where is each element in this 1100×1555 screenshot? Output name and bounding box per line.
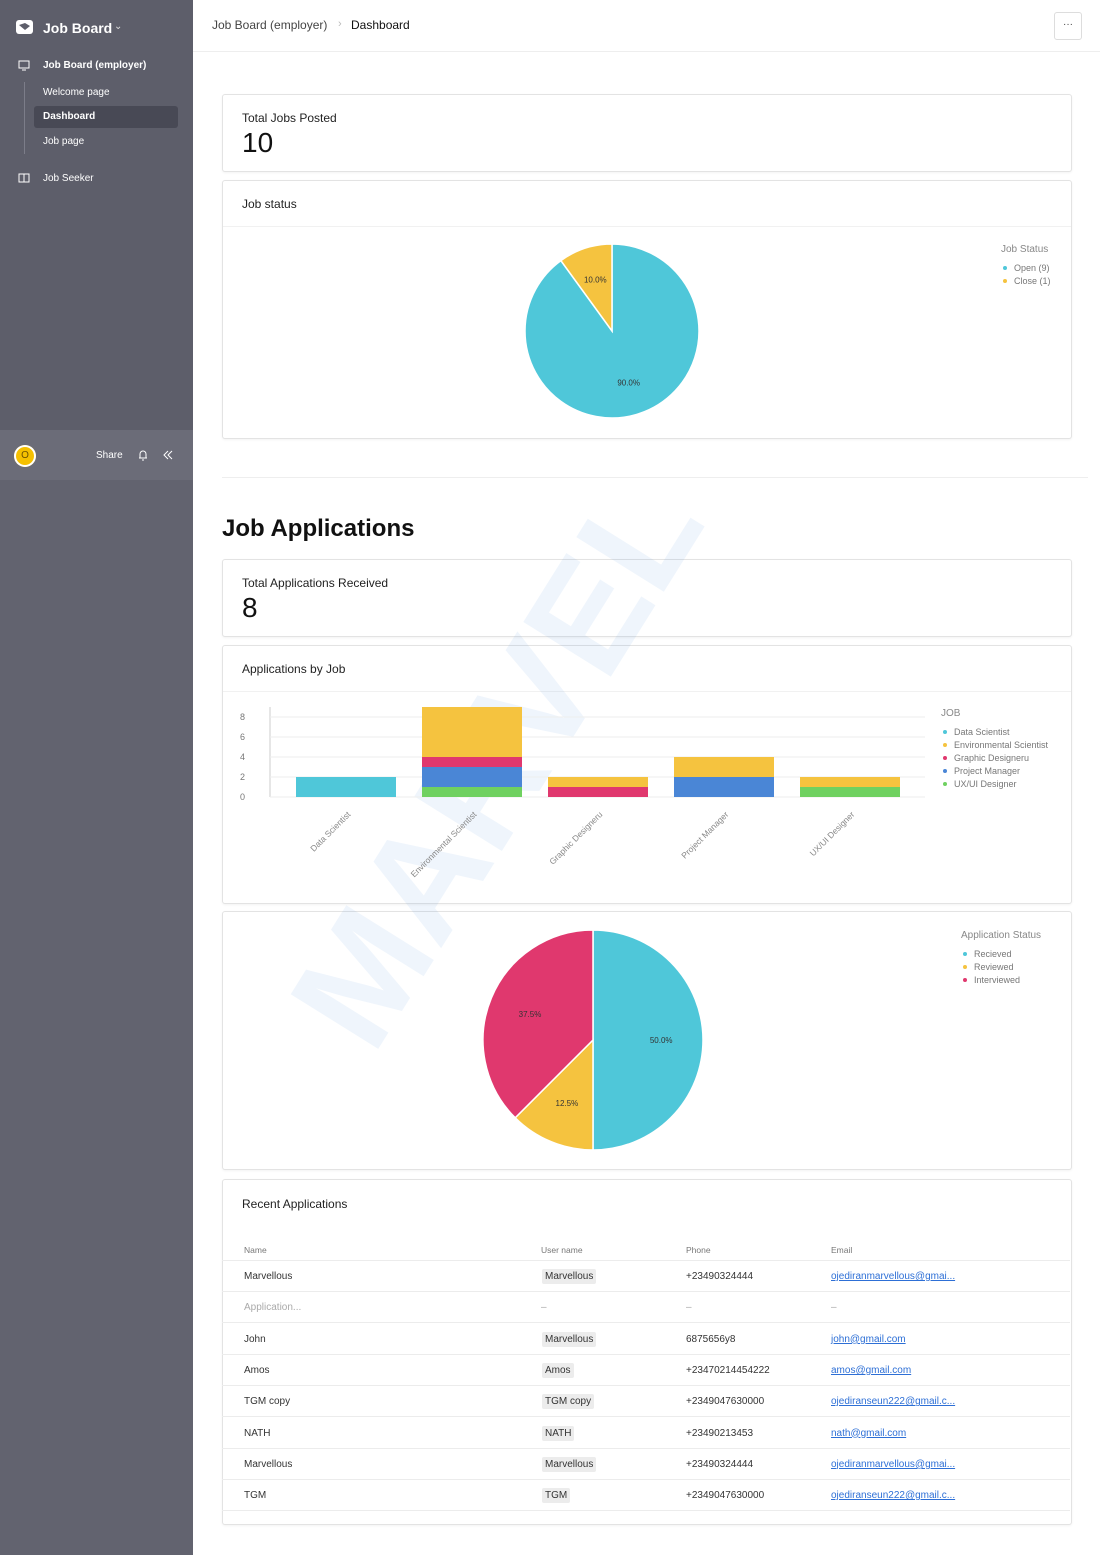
table-cell: +23470214454222 [686, 1364, 770, 1376]
nav-item[interactable]: Welcome page [43, 87, 110, 98]
stat-label: Total Applications Received [242, 576, 389, 590]
nav-item[interactable]: Job Seeker [43, 173, 94, 184]
table-cell: Amos [244, 1364, 270, 1376]
breadcrumb-separator: › [338, 18, 342, 30]
row-divider [222, 1322, 1070, 1324]
email-link[interactable]: nath@gmail.com [831, 1427, 907, 1439]
stat-card: Total Jobs Posted 10 [222, 94, 1072, 172]
row-divider [222, 1416, 1070, 1418]
column-header: Phone [686, 1245, 711, 1255]
section-title: Job Applications [222, 515, 415, 542]
column-header: User name [541, 1245, 583, 1255]
row-divider [222, 1478, 1070, 1480]
workspace-name[interactable]: Job Board [43, 20, 113, 36]
chart-card [222, 911, 1072, 1170]
nav-item[interactable]: Job Board (employer) [43, 60, 147, 71]
tree-line [24, 82, 25, 154]
row-divider [222, 1510, 1070, 1512]
column-header: Name [244, 1245, 267, 1255]
bell-icon[interactable] [137, 449, 149, 462]
email-link[interactable]: amos@gmail.com [831, 1364, 912, 1376]
table-card: Recent Applications [222, 1179, 1072, 1525]
chart-card: Applications by Job [222, 645, 1072, 904]
email-link: – [831, 1302, 837, 1314]
row-divider [222, 1384, 1070, 1386]
table-cell: +2349047630000 [686, 1490, 765, 1502]
table: Name User name Phone Email Marvellous Marvell… [222, 1179, 1070, 1523]
workspace-icon [16, 20, 33, 34]
stat-value: 8 [242, 592, 258, 623]
table-cell: Application... [244, 1302, 302, 1314]
email-link[interactable]: ojediranseun222@gmail.c... [831, 1396, 956, 1408]
row-divider [222, 1447, 1070, 1449]
stat-value: 10 [242, 127, 274, 158]
sidebar: Job Board ⌄ Job Board (employer) Welcome… [0, 0, 193, 1555]
table-cell: Marvellous [542, 1331, 597, 1347]
table-cell: +2349047630000 [686, 1396, 765, 1408]
table-cell: 6875656y8 [686, 1333, 736, 1345]
chart-title: Job status [242, 197, 297, 211]
stat-label: Total Jobs Posted [242, 111, 337, 125]
nav-item[interactable]: Job page [43, 136, 85, 147]
page-icon [18, 60, 30, 71]
nav-item[interactable]: Dashboard [43, 111, 96, 122]
email-link[interactable]: ojediranmarvellous@gmai... [831, 1458, 956, 1470]
table-cell: +23490324444 [686, 1458, 754, 1470]
table-cell: Marvellous [244, 1271, 293, 1282]
card-divider [223, 691, 1071, 692]
table-cell: NATH [542, 1425, 575, 1441]
table-cell: +23490324444 [686, 1271, 754, 1282]
table-cell: John [244, 1333, 266, 1345]
row-divider [222, 1353, 1070, 1355]
collapse-icon[interactable] [162, 449, 174, 461]
table-cell: Marvellous [244, 1458, 293, 1470]
table-cell: – [686, 1302, 692, 1314]
header-divider [193, 51, 1100, 52]
table-cell: TGM [244, 1490, 267, 1502]
column-header: Email [831, 1245, 853, 1255]
stat-card: Total Applications Received 8 [222, 559, 1072, 637]
table-cell: Marvellous [542, 1269, 597, 1284]
row-divider [222, 1291, 1070, 1292]
nav-active-bg [34, 106, 178, 128]
sidebar-top [0, 0, 193, 430]
table-cell: TGM copy [244, 1396, 291, 1408]
chart-card: Job status [222, 180, 1072, 439]
email-link[interactable]: john@gmail.com [831, 1333, 906, 1345]
table-cell: +23490213453 [686, 1427, 754, 1439]
avatar[interactable]: O [14, 445, 36, 467]
table-cell: NATH [244, 1427, 271, 1439]
book-icon [18, 173, 30, 183]
card-divider [223, 226, 1071, 227]
email-link[interactable]: ojediranseun222@gmail.c... [831, 1490, 956, 1502]
table-title: Recent Applications [242, 1197, 348, 1211]
breadcrumb-item: Dashboard [351, 18, 410, 32]
email-link[interactable]: ojediranmarvellous@gmai... [831, 1271, 956, 1282]
chart-title: Applications by Job [242, 662, 346, 676]
section-divider [222, 477, 1088, 478]
breadcrumb-item[interactable]: Job Board (employer) [212, 18, 328, 32]
table-cell: TGM [542, 1488, 571, 1504]
table-cell: Amos [542, 1362, 574, 1378]
row-divider [222, 1260, 1070, 1261]
workspace-caret: ⌄ [114, 21, 123, 32]
table-cell: – [541, 1302, 547, 1314]
menu-button[interactable]: ··· [1054, 12, 1082, 40]
table-cell: Marvellous [542, 1456, 597, 1472]
share-button[interactable]: Share [96, 450, 123, 461]
table-cell: TGM copy [542, 1394, 595, 1410]
